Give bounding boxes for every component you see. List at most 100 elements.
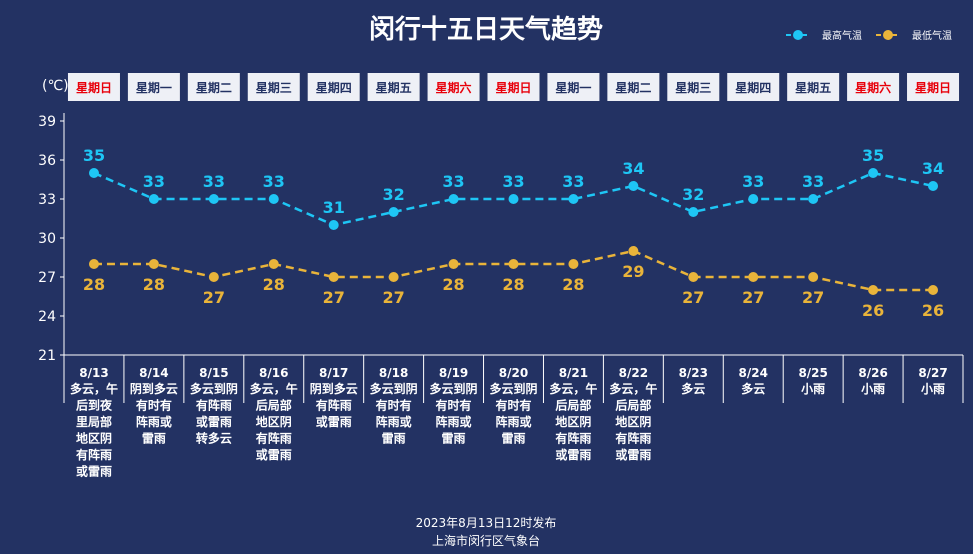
condition-line: 阵雨或 — [136, 414, 172, 429]
high-temp-point — [208, 194, 219, 204]
high-temp-point — [328, 220, 339, 230]
condition-line: 小雨 — [861, 381, 885, 396]
x-tick-label: 8/20 — [499, 366, 528, 380]
legend-item-high[interactable]: 最高气温 — [786, 29, 862, 42]
condition-line: 阵雨或 — [495, 414, 531, 429]
condition-line: 或雷雨 — [196, 414, 232, 429]
legend-item-low[interactable]: 最低气温 — [876, 29, 952, 42]
weekday-box: 星期日 — [487, 73, 540, 101]
condition-text: 小雨 — [921, 381, 945, 396]
weekday-box-bg — [367, 73, 420, 101]
high-temp-point — [148, 194, 159, 204]
high-temp-data-label: 33 — [442, 172, 464, 191]
x-tick-label: 8/24 — [739, 366, 768, 380]
weekday-box-bg — [307, 73, 360, 101]
x-tick-label: 8/25 — [798, 366, 827, 380]
condition-line: 阵雨或 — [436, 414, 472, 429]
high-temp-data-label: 33 — [802, 172, 824, 191]
high-temp-data-label: 33 — [742, 172, 764, 191]
weekday-box-bg — [787, 73, 840, 101]
condition-line: 有时有 — [495, 398, 531, 413]
high-temp-data-label: 33 — [263, 172, 285, 191]
y-tick-label: 36 — [38, 153, 56, 169]
high-temp-data-label: 34 — [922, 159, 944, 178]
weekday-box: 星期二 — [187, 73, 240, 101]
condition-line: 后到夜 — [76, 398, 113, 413]
weekday-label: 星期二 — [196, 80, 232, 95]
condition-line: 地区阴 — [76, 431, 112, 446]
condition-line: 有阵雨 — [196, 398, 232, 413]
high-temp-point — [568, 194, 579, 204]
legend-high-marker — [793, 30, 803, 40]
condition-line: 或雷雨 — [615, 447, 651, 462]
low-temp-data-label: 26 — [922, 301, 944, 320]
condition-line: 有阵雨 — [256, 431, 292, 446]
condition-line: 有阵雨 — [615, 431, 651, 446]
low-temp-point — [208, 272, 219, 282]
x-tick-label: 8/26 — [858, 366, 887, 380]
condition-line: 小雨 — [921, 381, 945, 396]
low-temp-point — [148, 259, 159, 269]
footer-source: 上海市闵行区气象台 — [432, 533, 540, 548]
weekday-label: 星期三 — [256, 80, 292, 95]
x-tick-label: 8/21 — [559, 366, 588, 380]
condition-text: 多云 — [741, 381, 765, 396]
weekday-box: 星期五 — [787, 73, 840, 101]
weekday-box-bg — [667, 73, 720, 101]
weekday-box-bg — [727, 73, 780, 101]
y-tick-label: 24 — [38, 309, 56, 325]
condition-line: 阴到多云 — [310, 381, 358, 396]
high-temp-point — [88, 168, 99, 178]
legend-high-label: 最高气温 — [822, 29, 862, 42]
condition-line: 地区阴 — [256, 414, 292, 429]
condition-line: 有时有 — [136, 398, 172, 413]
low-temp-data-label: 29 — [622, 262, 644, 281]
x-tick-label: 8/23 — [679, 366, 708, 380]
weekday-label: 星期五 — [376, 80, 412, 95]
weekday-label: 星期二 — [615, 80, 651, 95]
high-temp-data-label: 33 — [143, 172, 165, 191]
condition-line: 多云，午 — [609, 381, 657, 396]
high-temp-data-label: 31 — [323, 198, 345, 217]
x-tick-label: 8/18 — [379, 366, 408, 380]
chart-title: 闵行十五日天气趋势 — [369, 14, 603, 45]
high-temp-data-label: 34 — [622, 159, 644, 178]
weekday-box-bg — [907, 73, 960, 101]
low-temp-data-label: 27 — [383, 288, 405, 307]
weekday-label: 星期日 — [915, 80, 951, 95]
y-tick-label: 30 — [38, 231, 56, 247]
high-temp-data-label: 35 — [83, 146, 105, 165]
weekday-box: 星期日 — [907, 73, 960, 101]
high-temp-point — [688, 207, 699, 217]
legend-low-marker — [883, 30, 893, 40]
high-temp-point — [808, 194, 819, 204]
x-tick-label: 8/17 — [319, 366, 348, 380]
condition-line: 多云 — [681, 381, 705, 396]
high-temp-data-label: 32 — [682, 185, 704, 204]
low-temp-point — [388, 272, 399, 282]
weekday-label: 星期三 — [675, 80, 711, 95]
condition-line: 多云，午 — [250, 381, 298, 396]
low-temp-data-label: 28 — [502, 275, 524, 294]
high-temp-data-label: 33 — [562, 172, 584, 191]
high-temp-data-label: 33 — [203, 172, 225, 191]
condition-line: 多云到阴 — [430, 381, 478, 396]
weekday-box: 星期三 — [667, 73, 720, 101]
weekday-box: 星期四 — [727, 73, 780, 101]
condition-line: 多云到阴 — [370, 381, 418, 396]
high-temp-point — [448, 194, 459, 204]
low-temp-point — [268, 259, 279, 269]
y-axis: 21 24 27 30 33 36 39 — [38, 113, 65, 364]
x-tick-label: 8/22 — [619, 366, 648, 380]
y-tick-label: 21 — [38, 348, 56, 364]
low-temp-data-label: 27 — [323, 288, 345, 307]
condition-line: 有阵雨 — [76, 447, 112, 462]
x-tick-label: 8/14 — [139, 366, 168, 380]
weekday-box: 星期三 — [247, 73, 300, 101]
x-tick-label: 8/15 — [199, 366, 228, 380]
high-temp-point — [928, 181, 939, 191]
